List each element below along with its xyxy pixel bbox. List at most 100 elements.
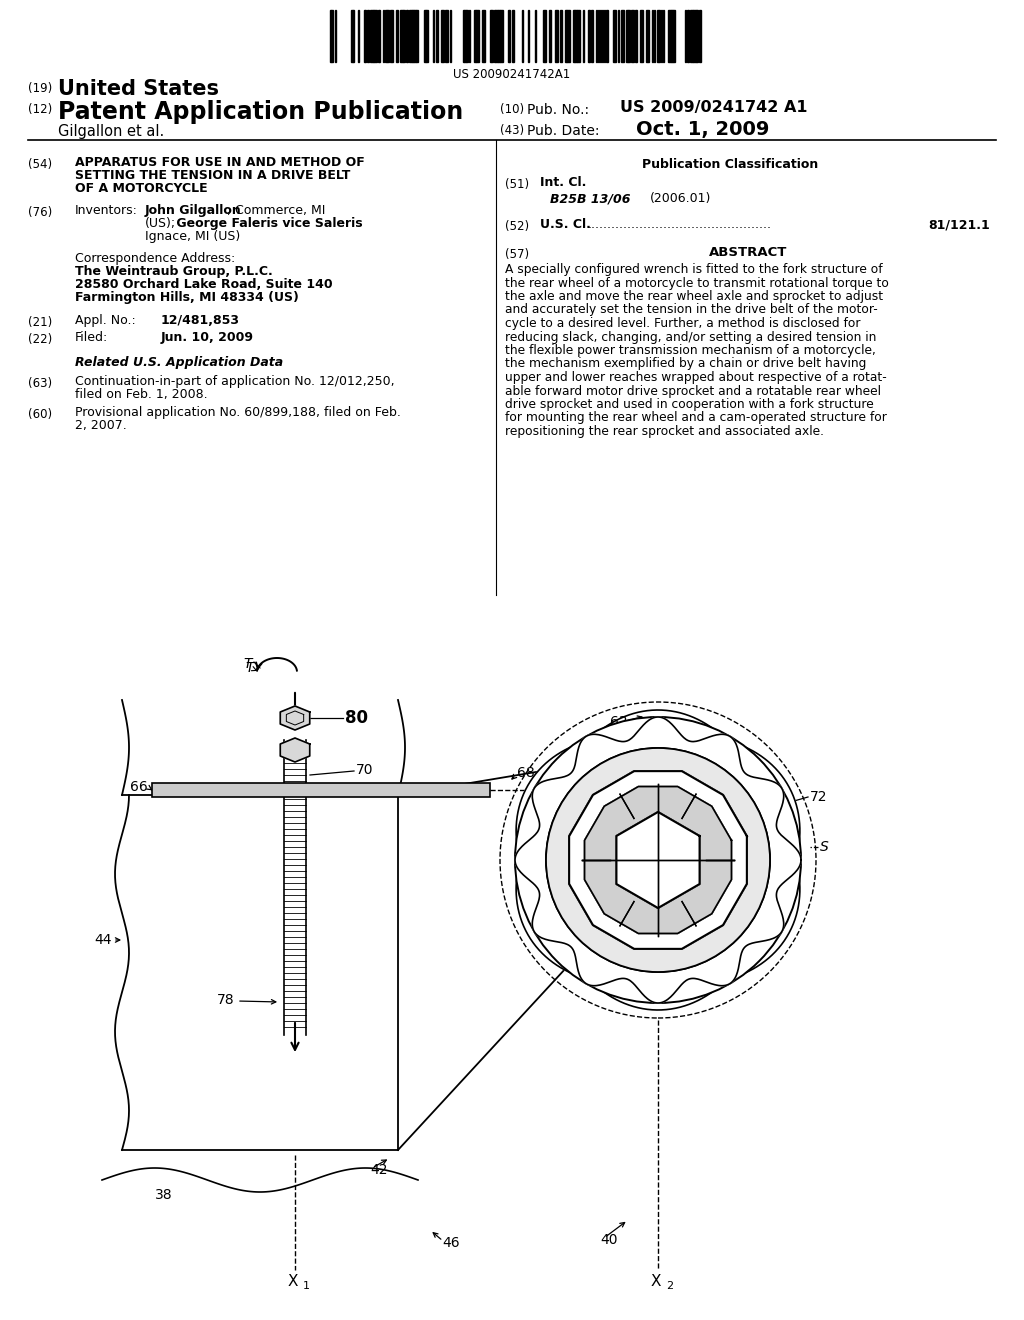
Text: 1: 1 xyxy=(303,1280,310,1291)
Bar xyxy=(367,11,369,62)
Bar xyxy=(351,11,353,62)
Text: (51): (51) xyxy=(505,178,529,191)
Polygon shape xyxy=(515,717,801,1003)
Text: (21): (21) xyxy=(28,315,52,329)
Text: B25B 13/06: B25B 13/06 xyxy=(550,191,631,205)
Text: Ignace, MI (US): Ignace, MI (US) xyxy=(145,230,241,243)
Text: (63): (63) xyxy=(28,378,52,389)
Text: 12/481,853: 12/481,853 xyxy=(161,314,240,327)
Bar xyxy=(631,11,634,62)
Bar xyxy=(657,11,660,62)
Text: (US);: (US); xyxy=(145,216,176,230)
Text: Oct. 1, 2009: Oct. 1, 2009 xyxy=(636,120,769,139)
Bar xyxy=(436,11,438,62)
Circle shape xyxy=(546,748,770,972)
Text: The Weintraub Group, P.L.C.: The Weintraub Group, P.L.C. xyxy=(75,265,272,279)
Text: X: X xyxy=(288,1275,298,1290)
Text: Gilgallon et al.: Gilgallon et al. xyxy=(58,124,164,139)
Text: ..............................................: ........................................… xyxy=(588,218,772,231)
Text: the axle and move the rear wheel axle and sprocket to adjust: the axle and move the rear wheel axle an… xyxy=(505,290,883,304)
Text: (60): (60) xyxy=(28,408,52,421)
Text: SETTING THE TENSION IN A DRIVE BELT: SETTING THE TENSION IN A DRIVE BELT xyxy=(75,169,350,182)
Bar xyxy=(424,11,426,62)
Text: T: T xyxy=(246,661,254,675)
Polygon shape xyxy=(616,812,699,908)
Text: 48: 48 xyxy=(631,855,649,870)
Text: 2, 2007.: 2, 2007. xyxy=(75,418,127,432)
Text: drive sprocket and used in cooperation with a fork structure: drive sprocket and used in cooperation w… xyxy=(505,399,873,411)
Circle shape xyxy=(546,748,770,972)
Text: 78: 78 xyxy=(217,993,234,1007)
Text: Int. Cl.: Int. Cl. xyxy=(540,176,587,189)
Text: the mechanism exemplified by a chain or drive belt having: the mechanism exemplified by a chain or … xyxy=(505,358,866,371)
Text: 28580 Orchard Lake Road, Suite 140: 28580 Orchard Lake Road, Suite 140 xyxy=(75,279,333,290)
Text: Farmington Hills, MI 48334 (US): Farmington Hills, MI 48334 (US) xyxy=(75,290,299,304)
Polygon shape xyxy=(281,706,309,730)
Text: 42: 42 xyxy=(370,1163,387,1177)
Bar xyxy=(693,11,696,62)
Polygon shape xyxy=(516,710,800,1010)
Circle shape xyxy=(515,717,801,1003)
Text: (10): (10) xyxy=(500,103,524,116)
Text: (52): (52) xyxy=(505,220,529,234)
Text: for mounting the rear wheel and a cam-operated structure for: for mounting the rear wheel and a cam-op… xyxy=(505,412,887,425)
Text: (54): (54) xyxy=(28,158,52,172)
Bar xyxy=(331,11,333,62)
Text: George Faleris vice Saleris: George Faleris vice Saleris xyxy=(172,216,362,230)
Bar xyxy=(482,11,485,62)
Text: Provisional application No. 60/899,188, filed on Feb.: Provisional application No. 60/899,188, … xyxy=(75,407,400,418)
Text: Pub. No.:: Pub. No.: xyxy=(527,103,589,117)
Bar xyxy=(613,11,616,62)
Text: and accurately set the tension in the drive belt of the motor-: and accurately set the tension in the dr… xyxy=(505,304,878,317)
Text: Correspondence Address:: Correspondence Address: xyxy=(75,252,236,265)
Text: 38: 38 xyxy=(155,1188,173,1203)
Text: able forward motor drive sprocket and a rotatable rear wheel: able forward motor drive sprocket and a … xyxy=(505,384,881,397)
Bar xyxy=(403,11,406,62)
Text: US 2009/0241742 A1: US 2009/0241742 A1 xyxy=(620,100,808,115)
Text: Related U.S. Application Data: Related U.S. Application Data xyxy=(75,356,283,370)
Bar xyxy=(690,11,693,62)
Bar xyxy=(466,11,468,62)
Text: 46: 46 xyxy=(442,1236,460,1250)
Text: APPARATUS FOR USE IN AND METHOD OF: APPARATUS FOR USE IN AND METHOD OF xyxy=(75,156,365,169)
Text: (19): (19) xyxy=(28,82,52,95)
Text: ABSTRACT: ABSTRACT xyxy=(709,246,787,259)
Bar xyxy=(668,11,671,62)
Polygon shape xyxy=(585,787,731,933)
Bar xyxy=(606,11,608,62)
Text: A specially configured wrench is fitted to the fork structure of: A specially configured wrench is fitted … xyxy=(505,263,883,276)
Bar xyxy=(416,11,418,62)
Text: Publication Classification: Publication Classification xyxy=(642,158,818,172)
Text: 2: 2 xyxy=(666,1280,673,1291)
Text: Patent Application Publication: Patent Application Publication xyxy=(58,100,463,124)
Text: (12): (12) xyxy=(28,103,52,116)
Bar xyxy=(628,11,630,62)
Text: (76): (76) xyxy=(28,206,52,219)
Bar xyxy=(426,11,428,62)
Bar xyxy=(387,11,389,62)
Text: U.S. Cl.: U.S. Cl. xyxy=(540,218,591,231)
Bar xyxy=(476,11,479,62)
Bar xyxy=(699,11,701,62)
Text: John Gilgallon: John Gilgallon xyxy=(145,205,242,216)
Bar xyxy=(400,11,403,62)
Bar xyxy=(673,11,675,62)
Bar xyxy=(640,11,643,62)
Bar xyxy=(543,11,546,62)
Bar xyxy=(621,11,624,62)
Text: T: T xyxy=(244,657,252,671)
Bar xyxy=(560,11,562,62)
Bar xyxy=(152,783,490,797)
Text: the rear wheel of a motorcycle to transmit rotational torque to: the rear wheel of a motorcycle to transm… xyxy=(505,276,889,289)
Bar xyxy=(591,11,593,62)
Bar xyxy=(441,11,444,62)
Text: (2006.01): (2006.01) xyxy=(650,191,712,205)
Bar xyxy=(464,11,466,62)
Text: 44: 44 xyxy=(94,933,112,946)
Bar xyxy=(409,11,412,62)
Text: the flexible power transmission mechanism of a motorcycle,: the flexible power transmission mechanis… xyxy=(505,345,876,356)
Bar xyxy=(490,11,493,62)
Text: (43): (43) xyxy=(500,124,524,137)
Text: S: S xyxy=(820,840,828,854)
Polygon shape xyxy=(569,771,746,949)
